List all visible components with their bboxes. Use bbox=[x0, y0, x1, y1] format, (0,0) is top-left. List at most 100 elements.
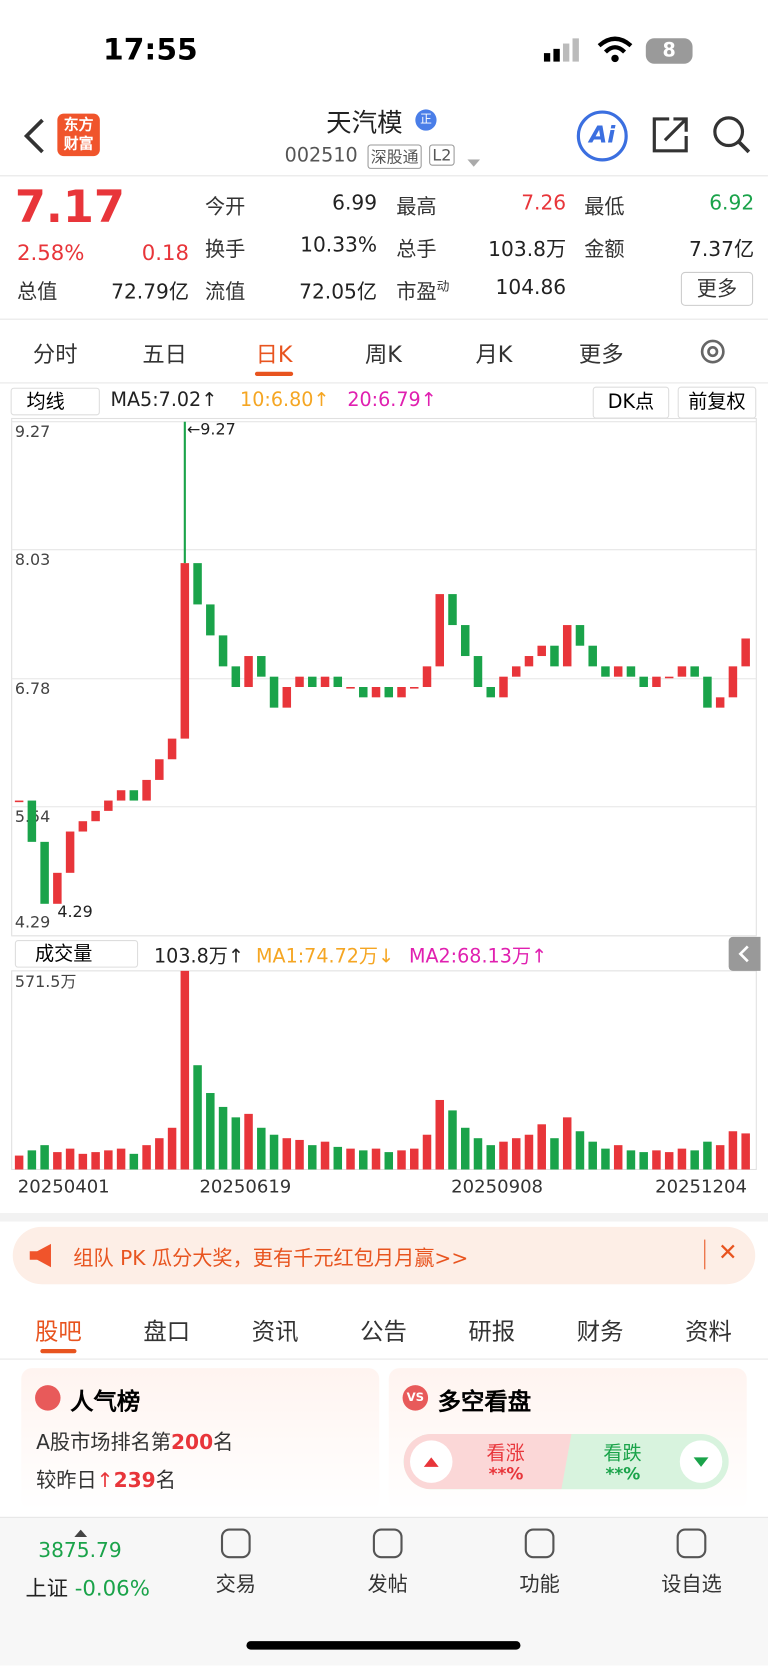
candle bbox=[282, 687, 292, 708]
gap bbox=[0, 1213, 768, 1222]
collapse[interactable] bbox=[728, 936, 761, 971]
candle bbox=[231, 666, 241, 688]
tab[interactable]: 月K bbox=[475, 342, 513, 368]
volume-bar bbox=[422, 1134, 432, 1170]
volume-bar bbox=[473, 1138, 483, 1170]
more-button[interactable]: 更多 bbox=[680, 271, 754, 306]
volume-bar bbox=[511, 1138, 521, 1170]
ma-select[interactable]: 均线 bbox=[10, 387, 100, 416]
logo: 东方财富 bbox=[57, 113, 100, 157]
tab[interactable]: 财务 bbox=[576, 1319, 624, 1346]
tab[interactable]: 资讯 bbox=[251, 1319, 299, 1346]
stock-name: 天汽模 bbox=[326, 108, 403, 139]
volume-bar bbox=[703, 1141, 712, 1170]
volume-bar bbox=[91, 1152, 100, 1170]
tab[interactable]: 更多 bbox=[578, 342, 624, 368]
candle bbox=[397, 687, 406, 698]
tab[interactable]: 分时 bbox=[32, 342, 78, 368]
search[interactable] bbox=[712, 115, 752, 160]
field-value: 10.33% bbox=[300, 233, 378, 258]
tab[interactable]: 公告 bbox=[360, 1319, 407, 1346]
candle bbox=[308, 676, 317, 688]
back[interactable] bbox=[21, 117, 49, 159]
y-tick-label: 9.27 bbox=[15, 422, 50, 441]
volume-bar bbox=[308, 1145, 317, 1170]
candle bbox=[180, 563, 190, 739]
field-value: 72.05亿 bbox=[299, 280, 378, 304]
share[interactable] bbox=[650, 115, 690, 160]
tab[interactable]: 五日 bbox=[142, 342, 187, 368]
candle bbox=[601, 666, 610, 677]
tab[interactable]: 资料 bbox=[685, 1319, 732, 1346]
volume-bar bbox=[282, 1138, 292, 1170]
nav-label: 交易 bbox=[215, 1573, 256, 1597]
candle bbox=[333, 676, 343, 688]
candle bbox=[524, 656, 534, 667]
volume-select[interactable]: 成交量 bbox=[14, 940, 139, 968]
tab[interactable]: 研报 bbox=[468, 1319, 516, 1346]
tab[interactable]: 盘口 bbox=[143, 1319, 191, 1346]
settings[interactable] bbox=[698, 337, 728, 371]
rank-text: A股市场排名第 bbox=[36, 1430, 172, 1455]
nav-item[interactable]: 发帖 bbox=[340, 1528, 436, 1614]
volume-bar bbox=[231, 1117, 241, 1170]
field-sup: 动 bbox=[436, 279, 450, 294]
field-label: 最低 bbox=[584, 195, 625, 219]
field-value: 103.8万 bbox=[488, 237, 567, 262]
field-label: 金额 bbox=[584, 237, 625, 262]
card-popularity[interactable]: 人气榜 A股市场排名第200名 较昨日↑239名 bbox=[21, 1368, 380, 1511]
y-tick-label: 6.78 bbox=[15, 679, 50, 698]
volume-bar bbox=[562, 1117, 572, 1170]
market: 上证 bbox=[25, 1575, 68, 1601]
candle bbox=[550, 645, 559, 667]
ai-button[interactable]: Ai bbox=[576, 110, 628, 162]
candle bbox=[626, 666, 636, 677]
tab[interactable]: 股吧 bbox=[35, 1319, 82, 1346]
banner[interactable]: 组队 PK 瓜分大奖，更有千元红包月月赢>> ✕ bbox=[12, 1226, 756, 1285]
volume-bar bbox=[397, 1150, 406, 1170]
volume-bar bbox=[435, 1099, 444, 1170]
up-label: 看涨 bbox=[486, 1442, 525, 1465]
tab[interactable]: 周K bbox=[364, 342, 402, 368]
volume-bar bbox=[193, 1065, 202, 1170]
field-label: 最高 bbox=[396, 195, 437, 219]
nav-icon bbox=[676, 1528, 707, 1559]
card-sentiment[interactable]: VS 多空看盘 看涨 **% 看跌 **% bbox=[388, 1368, 747, 1511]
down-label: 看跌 bbox=[603, 1442, 642, 1465]
field-value: 7.37亿 bbox=[689, 237, 755, 262]
nav-item[interactable]: 设自选 bbox=[644, 1528, 740, 1614]
volume-bar bbox=[206, 1093, 215, 1170]
nav-item[interactable]: 功能 bbox=[492, 1528, 588, 1614]
candle bbox=[741, 638, 750, 667]
candle bbox=[40, 841, 49, 904]
volume-bar bbox=[652, 1150, 661, 1170]
battery: 8 bbox=[645, 38, 693, 64]
volume-bar bbox=[741, 1133, 750, 1170]
x-tick-label: 20250908 bbox=[451, 1177, 543, 1198]
signal bbox=[543, 38, 586, 68]
volume-bar bbox=[244, 1113, 253, 1170]
candle bbox=[562, 625, 572, 667]
candle bbox=[486, 687, 495, 698]
tag: 深股通 bbox=[367, 144, 422, 169]
close[interactable]: ✕ bbox=[718, 1239, 738, 1267]
up-value: **% bbox=[488, 1463, 524, 1484]
volume-bar bbox=[142, 1145, 151, 1170]
tab[interactable]: 日K bbox=[255, 342, 293, 368]
divider bbox=[0, 318, 768, 320]
candle bbox=[575, 625, 585, 646]
nav-item[interactable]: 交易 bbox=[188, 1528, 284, 1614]
dropdown[interactable] bbox=[467, 152, 481, 172]
field-value: 104.86 bbox=[495, 276, 567, 300]
candle bbox=[410, 687, 419, 689]
market-pct: -0.06% bbox=[74, 1575, 150, 1601]
candle bbox=[715, 697, 725, 708]
tab-underline bbox=[40, 1348, 77, 1354]
candle bbox=[129, 790, 139, 801]
volume-bar bbox=[78, 1153, 88, 1170]
candle bbox=[703, 676, 712, 708]
card-title: 多空看盘 bbox=[437, 1389, 532, 1416]
volume-bar bbox=[116, 1148, 126, 1170]
y-tick-label: 8.03 bbox=[15, 550, 50, 569]
volume-bar bbox=[40, 1145, 49, 1170]
